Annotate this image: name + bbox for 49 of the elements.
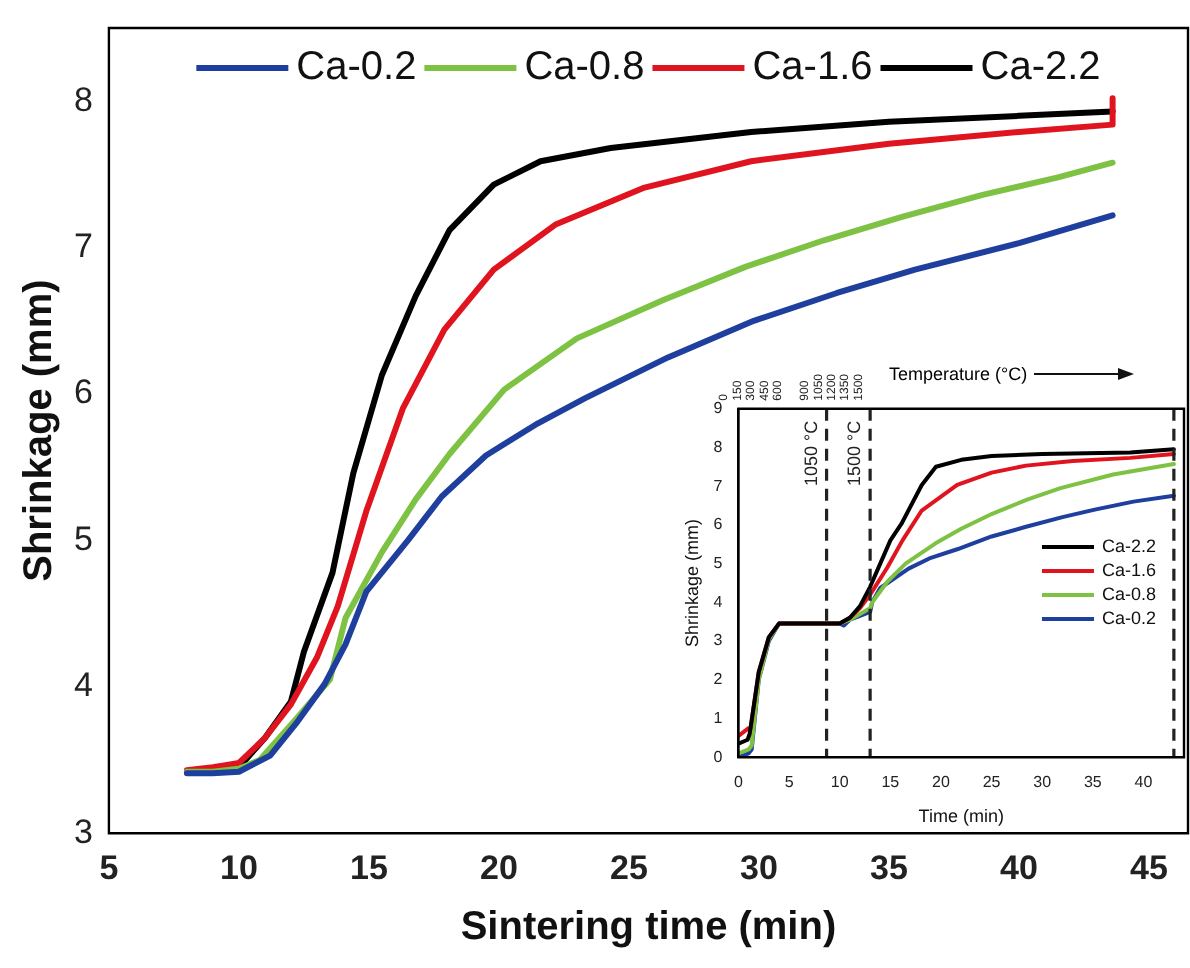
y-tick-label: 5 (713, 553, 724, 572)
x-tick-label: 40 (1134, 773, 1154, 792)
legend-label: Ca-2.2 (980, 45, 1101, 90)
y-tick-label: 6 (713, 515, 724, 534)
x-tick-label: 25 (610, 848, 648, 887)
y-tick-label: 5 (73, 519, 93, 558)
x-axis-title: Time (min) (918, 806, 1004, 827)
y-tick-label: 6 (73, 373, 93, 412)
x-axis-title: Sintering time (min) (460, 905, 837, 950)
x-tick-label: 40 (1000, 848, 1038, 887)
ref-line-label: 1050 °C (800, 419, 821, 486)
legend-label: Ca-0.8 (1101, 583, 1156, 604)
x-tick-label: 5 (784, 773, 795, 792)
ref-line-label: 1500 °C (844, 419, 865, 486)
y-tick-label: 0 (713, 747, 724, 766)
x2-axis-title: Temperature (°C) (888, 364, 1028, 384)
y-tick-label: 1 (713, 708, 724, 727)
x-tick-label: 5 (99, 848, 119, 887)
y-tick-label: 3 (73, 812, 93, 851)
legend-label: Ca-1.6 (1101, 559, 1156, 580)
x-tick-label: 25 (982, 773, 1002, 792)
y-tick-label: 4 (73, 666, 93, 705)
y-tick-label: 7 (713, 476, 724, 495)
y-axis-title: Shrinkage (mm) (681, 518, 702, 647)
y-tick-label: 3 (713, 631, 724, 650)
x-tick-label: 0 (734, 773, 745, 792)
x-tick-label: 15 (881, 773, 901, 792)
x-tick-label: 20 (932, 773, 951, 792)
x-tick-label: 45 (1130, 848, 1168, 887)
x-tick-label: 30 (1033, 773, 1053, 792)
x-tick-label: 10 (830, 773, 850, 792)
y-tick-label: 7 (73, 226, 93, 265)
legend-label: Ca-1.6 (752, 45, 873, 90)
y-tick-label: 8 (713, 437, 724, 456)
x-tick-label: 30 (740, 848, 778, 887)
y-axis-title: Shrinkage (mm) (17, 279, 62, 582)
y-tick-label: 8 (73, 80, 93, 119)
y-tick-label: 9 (713, 399, 724, 418)
legend-label: Ca-0.8 (524, 45, 645, 90)
y-tick-label: 4 (713, 592, 724, 611)
x-tick-label: 20 (480, 848, 518, 887)
legend-label: Ca-0.2 (1101, 607, 1156, 628)
x-tick-label: 15 (350, 848, 388, 887)
legend-label: Ca-2.2 (1101, 535, 1156, 556)
y-tick-label: 2 (713, 670, 724, 689)
x-tick-label: 35 (1083, 773, 1103, 792)
legend-label: Ca-0.2 (296, 45, 417, 90)
x-tick-label: 35 (870, 848, 908, 887)
x-tick-label: 10 (220, 848, 258, 887)
